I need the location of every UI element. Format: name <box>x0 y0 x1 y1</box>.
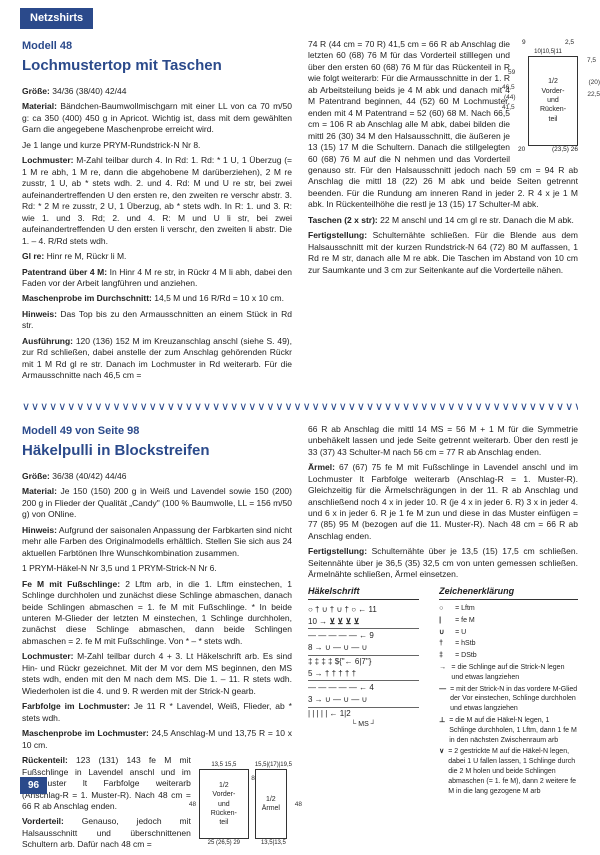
label: Taschen (2 x str): <box>308 215 378 225</box>
label: Material: <box>22 101 57 111</box>
model49-col1: Modell 49 von Seite 98 Häkelpulli in Blo… <box>22 424 292 855</box>
model48-number: Modell 48 <box>22 39 292 54</box>
model48-col2: 92,5 10|10,5|11 1/2 Vorder- und Rücken- … <box>308 39 578 386</box>
model49-section: Modell 49 von Seite 98 Häkelpulli in Blo… <box>22 424 578 855</box>
section-divider: ∨∨∨∨∨∨∨∨∨∨∨∨∨∨∨∨∨∨∨∨∨∨∨∨∨∨∨∨∨∨∨∨∨∨∨∨∨∨∨∨… <box>22 400 578 412</box>
text: Das Top bis zu den Armausschnitten an ei… <box>22 309 292 330</box>
text: Hinr re M, Rückr li M. <box>47 251 127 261</box>
label: Ausführung: <box>22 336 73 346</box>
legend-box: Zeichenerklärung ○= Lftm|= fe M∪= U†= hS… <box>439 585 578 798</box>
label: Fertigstellung: <box>308 230 367 240</box>
category-header: Netzshirts <box>20 8 93 29</box>
text: 34/36 (38/40) 42/44 <box>52 86 126 96</box>
text: Je 1 lange und kurze PRYM-Rundstrick-N N… <box>22 140 292 151</box>
text: M-Zahl teilbar durch 4. In Rd: 1. Rd: * … <box>22 155 292 245</box>
chart-legend-row: Häkelschrift ○ † ∪ † ∪ † ○ ← 11 10 → ⊻ ⊻… <box>308 585 578 798</box>
page-number: 96 <box>20 777 47 795</box>
text: 14,5 M und 16 R/Rd = 10 x 10 cm. <box>154 293 284 303</box>
label: Lochmuster: <box>22 155 73 165</box>
model49-number: Modell 49 von Seite 98 <box>22 424 292 439</box>
model49-col2: 66 R ab Anschlag die mittl 14 MS = 56 M … <box>308 424 578 855</box>
model48-section: Modell 48 Lochmustertop mit Taschen Größ… <box>22 39 578 386</box>
text: 22 M anschl und 14 cm gl re str. Danach … <box>380 215 574 225</box>
page-content: Modell 48 Lochmustertop mit Taschen Größ… <box>0 29 600 855</box>
model48-col1: Modell 48 Lochmustertop mit Taschen Größ… <box>22 39 292 386</box>
model49-schematics: 13,5 15,5 1/2 Vorder- und Rücken- teil 4… <box>199 761 292 855</box>
label: Gl re: <box>22 251 44 261</box>
text: Bändchen-Baumwollmischgarn mit einer LL … <box>22 101 292 134</box>
model49-title: Häkelpulli in Blockstreifen <box>22 441 292 461</box>
model48-title: Lochmustertop mit Taschen <box>22 56 292 76</box>
schematic-box: 1/2 Vorder- und Rücken- teil <box>528 56 578 146</box>
label: Größe: <box>22 86 50 96</box>
label: Patentrand über 4 M: <box>22 267 107 277</box>
crochet-chart: Häkelschrift ○ † ∪ † ∪ † ○ ← 11 10 → ⊻ ⊻… <box>308 585 419 798</box>
model48-schematic: 92,5 10|10,5|11 1/2 Vorder- und Rücken- … <box>518 39 578 155</box>
label: Hinweis: <box>22 309 57 319</box>
label: Maschenprobe im Durchschnitt: <box>22 293 152 303</box>
